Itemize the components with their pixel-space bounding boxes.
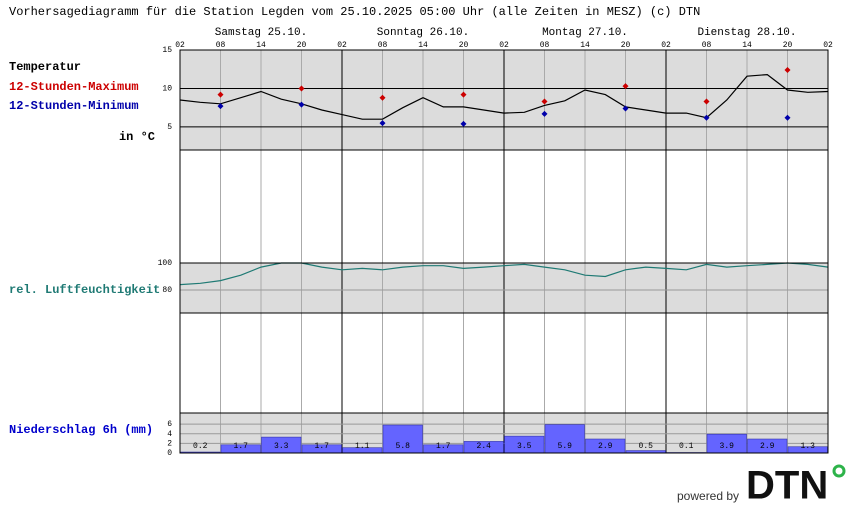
series-line xyxy=(179,73,829,120)
y-tick-label: 4 xyxy=(167,430,172,439)
hour-label: 02 xyxy=(823,41,833,50)
hour-label: 14 xyxy=(742,41,752,50)
bar-label: 0.2 xyxy=(193,442,208,451)
point xyxy=(298,85,305,92)
point xyxy=(622,105,629,112)
point xyxy=(379,120,386,127)
bar xyxy=(544,424,585,454)
hour-label: 08 xyxy=(216,41,226,50)
credit: powered by xyxy=(677,489,739,503)
hour-label: 02 xyxy=(337,41,347,50)
bar-label: 2.9 xyxy=(598,442,613,451)
hour-label: 20 xyxy=(459,41,469,50)
bar-label: 1.7 xyxy=(234,442,249,451)
panel-border xyxy=(179,49,829,151)
hour-label: 20 xyxy=(621,41,631,50)
hour-label: 20 xyxy=(783,41,793,50)
point xyxy=(217,91,224,98)
bar-label: 0.1 xyxy=(679,442,694,451)
point xyxy=(703,114,710,121)
y-tick-label: 100 xyxy=(158,259,173,268)
point xyxy=(460,120,467,127)
y-tick-label: 2 xyxy=(167,439,172,448)
y-tick-label: 80 xyxy=(162,286,172,295)
point xyxy=(379,94,386,101)
day-label: Samstag 25.10. xyxy=(215,27,307,39)
bar-label: 1.7 xyxy=(315,442,330,451)
day-label: Dienstag 28.10. xyxy=(697,27,796,39)
hour-label: 14 xyxy=(418,41,428,50)
point xyxy=(541,98,548,105)
unit-label: in °C xyxy=(119,130,155,144)
bar-label: 1.3 xyxy=(801,442,816,451)
legend-label: 12-Stunden-Minimum xyxy=(9,99,139,113)
hour-label: 08 xyxy=(378,41,388,50)
legend-label: Temperatur xyxy=(9,60,81,74)
point xyxy=(784,67,791,73)
hour-label: 08 xyxy=(540,41,550,50)
bar-label: 2.4 xyxy=(477,442,492,451)
hour-label: 14 xyxy=(580,41,590,50)
y-tick-label: 15 xyxy=(162,46,172,55)
legend-label: 12-Stunden-Maximum xyxy=(9,80,139,94)
point xyxy=(217,103,224,110)
hour-label: 14 xyxy=(256,41,266,50)
panel-title: Niederschlag 6h (mm) xyxy=(9,423,153,437)
legend-label: rel. Luftfeuchtigkeit xyxy=(9,283,160,297)
point xyxy=(622,83,629,90)
bar-label: 0.5 xyxy=(639,442,654,451)
bar-label: 5.9 xyxy=(558,442,573,451)
bar-label: 3.9 xyxy=(720,442,735,451)
y-tick-label: 5 xyxy=(167,123,172,132)
bar xyxy=(382,424,423,454)
bar-label: 1.1 xyxy=(355,442,370,451)
logo-dot xyxy=(832,464,846,478)
y-tick-label: 0 xyxy=(167,449,172,458)
hour-label: 02 xyxy=(499,41,509,50)
hour-label: 02 xyxy=(175,41,185,50)
point xyxy=(703,98,710,105)
hour-label: 20 xyxy=(297,41,307,50)
panel-border xyxy=(179,412,829,454)
bar-label: 3.5 xyxy=(517,442,532,451)
point xyxy=(460,91,467,98)
y-tick-label: 6 xyxy=(167,420,172,429)
hour-label: 02 xyxy=(661,41,671,50)
hour-label: 08 xyxy=(702,41,712,50)
point xyxy=(541,110,548,117)
bar-label: 1.7 xyxy=(436,442,451,451)
bar-label: 2.9 xyxy=(760,442,775,451)
day-label: Montag 27.10. xyxy=(542,27,628,39)
point xyxy=(298,101,305,108)
day-label: Sonntag 26.10. xyxy=(377,27,469,39)
point xyxy=(784,114,791,121)
logo: DTN xyxy=(746,464,828,508)
bar-label: 5.8 xyxy=(396,442,411,451)
y-tick-label: 10 xyxy=(162,85,172,94)
panel-border xyxy=(179,262,829,314)
chart-title: Vorhersagediagramm für die Station Legde… xyxy=(9,5,700,19)
bar-label: 3.3 xyxy=(274,442,289,451)
